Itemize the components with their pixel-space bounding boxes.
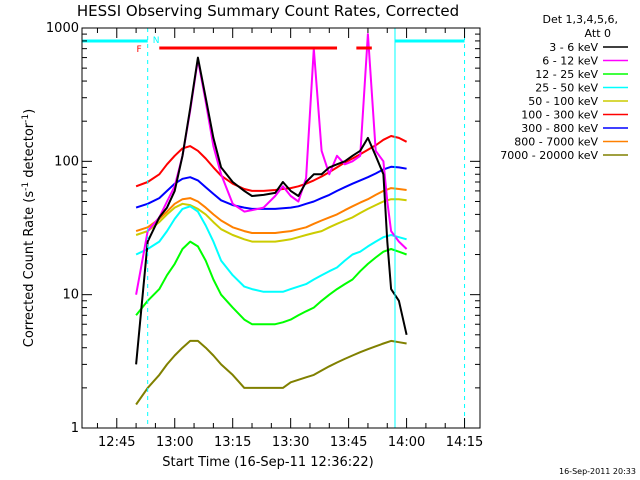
x-tick-label: 13:30: [272, 435, 309, 450]
y-tick-label: 1000: [46, 21, 79, 36]
chart-title: HESSI Observing Summary Count Rates, Cor…: [77, 2, 459, 20]
y-axis-label-end: ): [22, 109, 37, 114]
y-tick-label: 100: [54, 154, 79, 169]
x-tick-label: 13:45: [330, 435, 367, 450]
legend-entry-label-1: 3 - 6 keV: [549, 41, 598, 54]
series-line-3: [135, 240, 407, 326]
x-tick-label: 14:00: [388, 435, 425, 450]
y-axis-label-main: Corrected Count Rate (s: [22, 191, 37, 348]
y-tick-label: 1: [71, 421, 79, 436]
series-line-1: [135, 56, 408, 365]
plot-frame: [81, 27, 481, 429]
x-tick-label: 14:15: [446, 435, 483, 450]
axes: 1 10 100 1000 12:45 13:00 13:15 13:30 13:45 14:00…: [46, 21, 483, 450]
flare-flag-label: F: [137, 45, 142, 55]
legend-header-attenuator: Att 0: [585, 27, 611, 40]
footer-timestamp: 16-Sep-2011 20:33: [559, 467, 636, 476]
legend-entry-label-9: 7000 - 20000 keV: [500, 149, 598, 162]
legend-header-detectors: Det 1,3,4,5,6,: [542, 13, 618, 26]
y-axis-label: Corrected Count Rate (s-1 detector-1): [21, 109, 37, 347]
series-line-6: [135, 135, 408, 192]
legend-entry-label-2: 6 - 12 keV: [542, 55, 598, 68]
legend-entry-label-8: 800 - 7000 keV: [514, 136, 598, 149]
legend-entry-label-4: 25 - 50 keV: [535, 82, 598, 95]
legend-entry-label-5: 50 - 100 keV: [528, 95, 598, 108]
legend-entry-label-7: 300 - 800 keV: [521, 122, 598, 135]
series-line-5: [135, 198, 407, 243]
series-line-7: [135, 165, 407, 210]
series-line-4: [135, 205, 407, 293]
x-tick-label: 13:00: [156, 435, 193, 450]
series-line-9: [135, 339, 407, 406]
legend-entry-label-6: 100 - 300 keV: [521, 109, 598, 122]
x-tick-label: 12:45: [98, 435, 135, 450]
y-axis-label-sup2: -1: [21, 114, 31, 123]
x-tick-label: 13:15: [214, 435, 251, 450]
y-axis-label-mid: detector: [22, 122, 37, 182]
night-flag-label: N: [153, 36, 160, 46]
y-axis-label-sup: -1: [21, 182, 31, 191]
y-tick-label: 10: [62, 288, 79, 303]
series-line-8: [135, 187, 407, 234]
x-axis-label: Start Time (16-Sep-11 12:36:22): [162, 455, 373, 470]
plot-area: FN: [82, 28, 466, 428]
legend-entry-label-3: 12 - 25 keV: [535, 68, 598, 81]
